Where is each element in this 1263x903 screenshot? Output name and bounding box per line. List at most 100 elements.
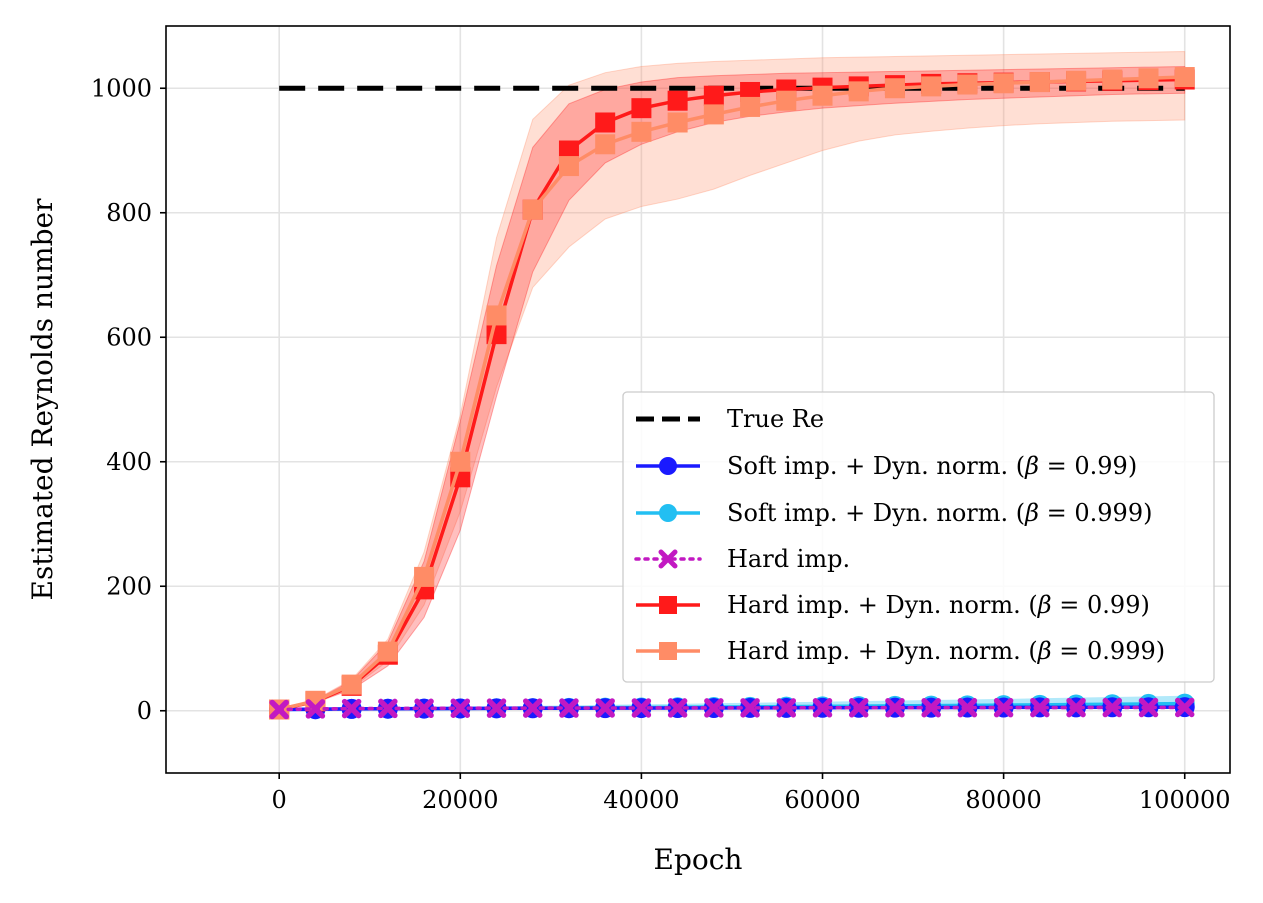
legend-box — [622, 391, 1215, 683]
legend-entry-soft-0.99: Soft imp. + Dyn. norm. (β = 0.99) — [636, 452, 1137, 480]
data-point — [341, 674, 362, 695]
legend: True Re Soft imp. + Dyn. norm. (β = 0.99… — [622, 391, 1215, 683]
data-point — [776, 698, 797, 718]
closing-paren: ) — [1128, 452, 1137, 480]
legend-label-hard-0.99: Hard imp. + Dyn. norm. (β = 0.99) — [727, 591, 1150, 619]
data-point — [848, 81, 869, 102]
beta-symbol: β — [1037, 591, 1052, 619]
data-point — [740, 698, 760, 718]
y-tick-label: 0 — [137, 697, 152, 725]
x-tick-label: 20000 — [422, 786, 498, 814]
beta-value: 0.99 — [1087, 591, 1140, 619]
legend-label-soft-0.99: Soft imp. + Dyn. norm. (β = 0.99) — [727, 452, 1137, 480]
y-tick-label: 600 — [106, 323, 152, 351]
data-point — [812, 85, 833, 106]
data-point — [414, 698, 434, 719]
legend-swatch-marker — [659, 457, 677, 475]
data-point — [957, 697, 978, 718]
legend-swatch-marker — [658, 549, 678, 569]
legend-entry-hard-0.999: Hard imp. + Dyn. norm. (β = 0.999) — [636, 637, 1165, 665]
legend-label-prefix: Soft imp. + Dyn. norm. ( — [727, 499, 1025, 527]
y-tick-label: 400 — [106, 448, 152, 476]
legend-label-soft-0.999: Soft imp. + Dyn. norm. (β = 0.999) — [727, 499, 1152, 527]
data-point — [1066, 697, 1086, 718]
series-2 — [269, 697, 1195, 720]
legend-label-hard-0.999: Hard imp. + Dyn. norm. (β = 0.999) — [727, 637, 1165, 665]
data-point — [414, 566, 435, 587]
data-point — [703, 104, 724, 125]
data-point — [595, 698, 615, 718]
y-tick-label: 200 — [106, 572, 152, 600]
x-tick-label: 80000 — [965, 786, 1041, 814]
plot-frame — [165, 25, 1231, 774]
data-point — [595, 134, 616, 155]
data-point — [1174, 67, 1195, 88]
data-point — [631, 698, 652, 718]
x-tick-label: 60000 — [784, 786, 860, 814]
data-point — [522, 698, 543, 718]
data-point — [450, 698, 471, 718]
legend-label-prefix: Hard imp. + Dyn. norm. ( — [727, 637, 1038, 665]
beta-symbol: β — [1024, 452, 1039, 480]
data-point — [559, 698, 579, 718]
y-axis-label: Estimated Reynolds number — [26, 198, 59, 601]
legend-label-prefix: Soft imp. + Dyn. norm. ( — [727, 452, 1025, 480]
legend-entry-hard-0.99: Hard imp. + Dyn. norm. (β = 0.99) — [636, 591, 1150, 619]
data-point — [921, 76, 942, 97]
data-point — [776, 90, 797, 111]
beta-symbol: β — [1024, 499, 1039, 527]
data-point — [884, 78, 905, 99]
data-point — [631, 121, 652, 142]
data-point — [993, 697, 1014, 718]
data-point — [558, 140, 579, 161]
data-point — [631, 98, 652, 119]
closing-paren: ) — [1143, 499, 1152, 527]
data-point — [1138, 697, 1159, 718]
beta-value: 0.999 — [1074, 499, 1143, 527]
data-point — [269, 699, 289, 720]
legend-swatch-marker — [659, 642, 677, 660]
data-point — [1066, 70, 1087, 91]
closing-paren: ) — [1140, 591, 1149, 619]
y-tick-label: 800 — [106, 199, 152, 227]
data-point — [450, 451, 471, 472]
legend-label-prefix: Hard imp. + Dyn. norm. ( — [727, 591, 1038, 619]
data-point — [1030, 697, 1050, 718]
beta-value: 0.99 — [1074, 452, 1127, 480]
x-tick-label: 0 — [272, 786, 287, 814]
data-point — [703, 85, 724, 106]
legend-swatch-marker — [659, 596, 677, 614]
data-point — [1102, 69, 1123, 90]
legend-label-hard: Hard imp. — [727, 545, 850, 573]
beta-value: 0.999 — [1087, 637, 1156, 665]
series-layer — [269, 67, 1195, 720]
data-point — [305, 699, 326, 719]
x-tick-label: 40000 — [603, 786, 679, 814]
data-point — [885, 697, 905, 718]
data-point — [740, 96, 761, 117]
data-point — [667, 698, 688, 718]
data-point — [812, 698, 833, 718]
x-axis-label: Epoch — [654, 843, 743, 876]
closing-paren: ) — [1156, 637, 1165, 665]
y-tick-label: 1000 — [91, 74, 152, 102]
data-point — [341, 698, 362, 719]
data-point — [993, 73, 1014, 94]
equals-sign: = — [1052, 637, 1087, 665]
legend-entry-true-re: True Re — [636, 405, 824, 433]
data-point — [848, 698, 869, 718]
data-point — [522, 199, 543, 220]
axis-ticks: 0 20000 40000 60000 80000 100000 0 200 400 600 800… — [91, 74, 1231, 814]
data-point — [957, 74, 978, 95]
data-point — [667, 112, 688, 133]
legend-entry-hard: Hard imp. — [634, 545, 850, 573]
legend-label-true-re: True Re — [727, 405, 824, 433]
equals-sign: = — [1052, 591, 1087, 619]
data-point — [486, 698, 507, 718]
data-point — [1174, 697, 1195, 718]
data-point — [595, 112, 616, 133]
data-point — [486, 305, 507, 326]
x-tick-label: 100000 — [1139, 786, 1231, 814]
data-point — [378, 698, 398, 719]
